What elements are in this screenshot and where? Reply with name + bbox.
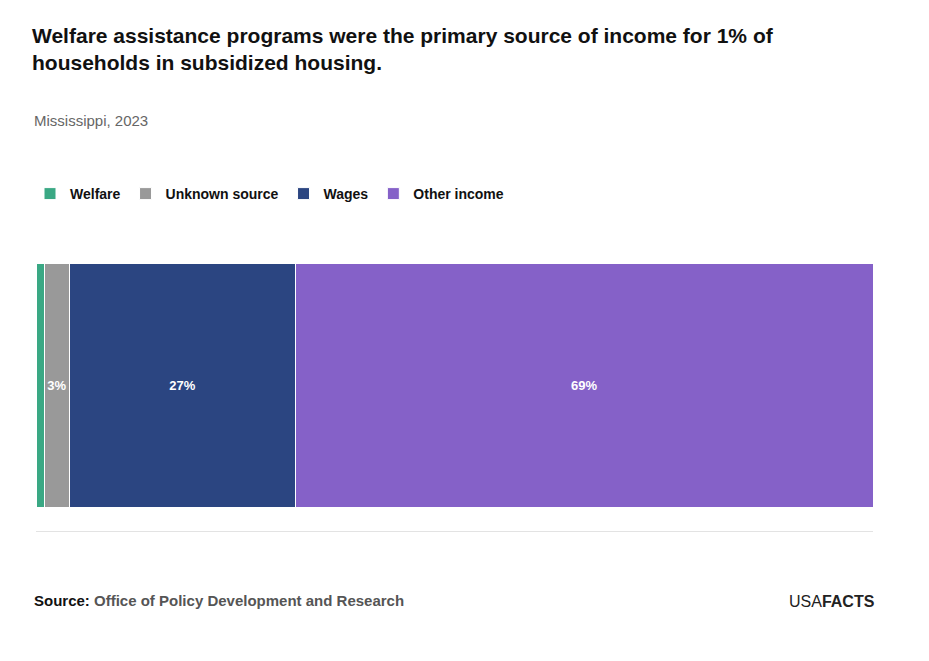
svg-text:27%: 27%	[169, 378, 195, 393]
svg-text:Other income: Other income	[413, 186, 503, 202]
svg-text:3%: 3%	[47, 378, 66, 393]
svg-text:Welfare: Welfare	[70, 186, 121, 202]
svg-text:USAFACTS: USAFACTS	[789, 593, 875, 610]
svg-text:Unknown source: Unknown source	[166, 186, 279, 202]
svg-text:Source: Office of Policy Devel: Source: Office of Policy Development and…	[34, 592, 404, 609]
svg-text:Mississippi, 2023: Mississippi, 2023	[34, 112, 148, 129]
svg-text:Welfare assistance programs we: Welfare assistance programs were the pri…	[32, 24, 774, 74]
svg-text:Wages: Wages	[324, 186, 369, 202]
svg-text:69%: 69%	[571, 378, 597, 393]
